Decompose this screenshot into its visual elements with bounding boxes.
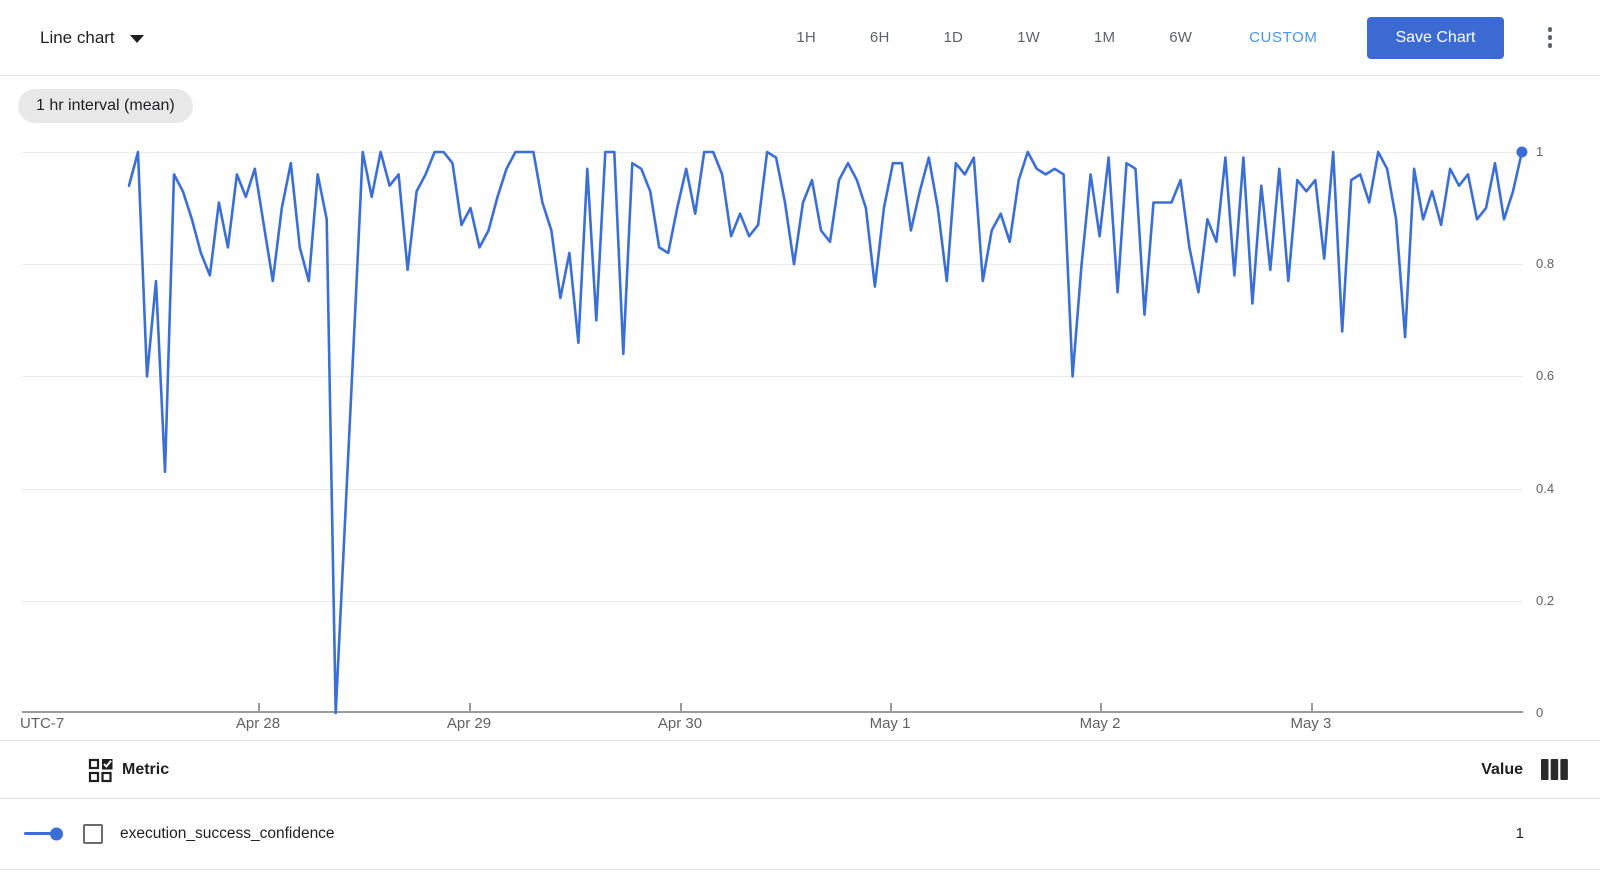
toolbar: Line chart 1H 6H 1D 1W 1M 6W CUSTOM Save Char… [0,0,1600,76]
metric-value: 1 [1515,825,1524,842]
chevron-down-icon [129,34,144,43]
interval-chip[interactable]: 1 hr interval (mean) [18,89,193,123]
metric-grid-check-icon [88,758,113,783]
y-axis-label: 0.4 [1536,480,1555,496]
gridline [22,264,1523,266]
x-axis-label: May 3 [1290,715,1332,732]
value-column-header: Value [1481,760,1523,778]
timezone-label: UTC-7 [20,715,65,732]
x-axis-labels: Apr 28 Apr 29 Apr 30 May 1 May 2 May 3 [22,715,1523,737]
gridline [22,376,1523,378]
value-header-group: Value [1481,741,1568,798]
y-axis: 0 0.2 0.4 0.6 0.8 1 [1536,144,1596,720]
chart-type-label: Line chart [40,27,115,47]
range-button-1w[interactable]: 1W [990,19,1067,56]
x-axis-tick [258,703,260,711]
time-range-group: 1H 6H 1D 1W 1M 6W [769,19,1219,56]
chart-type-dropdown[interactable]: Line chart [40,28,144,48]
x-axis-line [22,711,1523,713]
x-axis-tick [890,703,892,711]
metric-row[interactable]: execution_success_confidence 1 [0,799,1600,870]
y-axis-label: 0.6 [1536,368,1555,384]
metric-table: Metric Value execution_success_confidenc… [0,740,1600,870]
metric-checkbox[interactable] [83,824,103,844]
x-axis-label: Apr 29 [446,715,492,732]
series-end-dot [1516,146,1528,158]
metric-column-header: Metric [122,761,170,778]
series-legend-icon [24,827,63,840]
x-axis-tick [680,703,682,711]
range-button-1h[interactable]: 1H [769,19,843,56]
x-axis-label: Apr 28 [235,715,281,732]
range-button-6w[interactable]: 6W [1142,19,1219,56]
metric-table-header: Metric Value [0,740,1600,799]
x-axis-tick [1310,703,1313,711]
toolbar-right: 1H 6H 1D 1W 1M 6W CUSTOM Save Chart [769,16,1557,59]
x-axis-tick [1100,703,1102,711]
gridline [22,600,1523,602]
y-axis-label: 0.2 [1536,592,1555,608]
series-svg [127,146,1528,715]
y-axis-label: 1 [1536,144,1544,159]
range-button-custom[interactable]: CUSTOM [1233,19,1333,56]
range-button-1d[interactable]: 1D [916,19,990,56]
gridline [22,152,1523,153]
gridline [22,488,1523,490]
y-axis-label: 0 [1536,705,1544,720]
x-axis-label: Apr 30 [657,715,703,732]
columns-icon[interactable] [1541,759,1568,780]
more-options-icon[interactable] [1544,22,1557,53]
x-axis-label: May 1 [869,715,911,732]
range-button-6h[interactable]: 6H [843,19,917,56]
x-axis-label: May 2 [1079,715,1121,732]
plot-area[interactable] [22,146,1528,715]
y-axis-label: 0.8 [1536,256,1555,272]
save-chart-button[interactable]: Save Chart [1367,16,1504,59]
x-axis-tick [469,703,471,711]
metric-name: execution_success_confidence [120,825,335,842]
series-line [127,150,1524,715]
series-legend-dot [50,827,63,840]
range-button-1m[interactable]: 1M [1067,19,1142,56]
